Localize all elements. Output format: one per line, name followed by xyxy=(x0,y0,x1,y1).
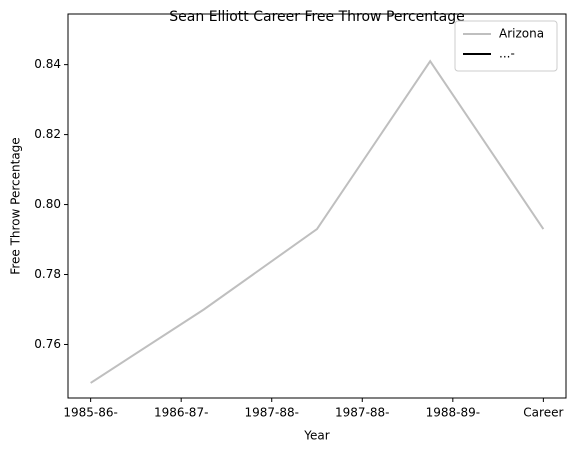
legend-label: ...- xyxy=(499,47,515,61)
x-tick-label: 1988-89- xyxy=(426,406,480,420)
y-tick-label: 0.84 xyxy=(34,57,61,71)
plot-frame xyxy=(67,13,567,399)
y-tick-label: 0.82 xyxy=(34,127,61,141)
x-tick-label: 1986-87- xyxy=(154,406,208,420)
x-tick-label: 1987-88- xyxy=(335,406,389,420)
chart-title: Sean Elliott Career Free Throw Percentag… xyxy=(169,9,464,25)
y-tick-label: 0.76 xyxy=(34,337,61,351)
x-tick-label: 1987-88- xyxy=(244,406,298,420)
y-tick-label: 0.78 xyxy=(34,267,61,281)
y-tick-label: 0.80 xyxy=(34,197,61,211)
y-axis-label: Free Throw Percentage xyxy=(9,137,23,274)
x-axis-label: Year xyxy=(303,429,329,443)
legend-label: Arizona xyxy=(499,27,544,41)
line-series xyxy=(90,59,545,384)
x-tick-label: Career xyxy=(523,406,563,420)
x-tick-label: 1985-86- xyxy=(63,406,117,420)
